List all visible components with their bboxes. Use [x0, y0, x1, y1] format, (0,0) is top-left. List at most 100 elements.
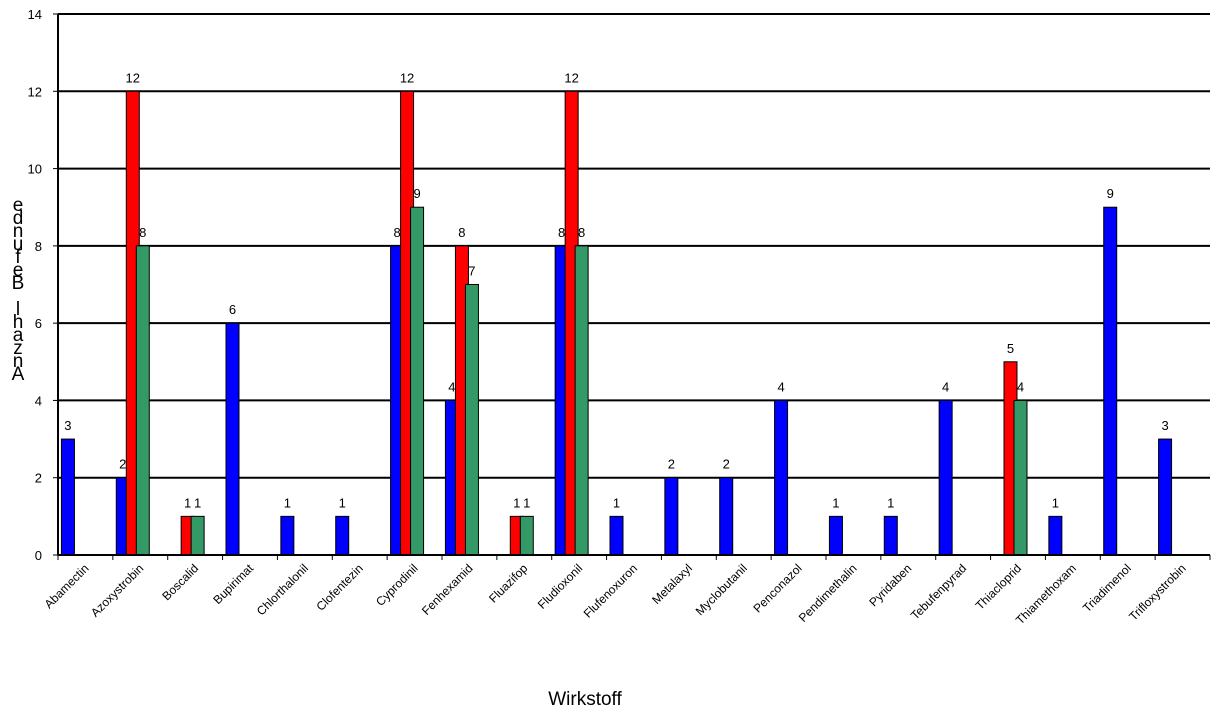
bar [410, 206, 425, 556]
grid-lines [58, 13, 1210, 479]
bar [519, 515, 534, 556]
category-label: Myclobutanil [693, 561, 750, 618]
y-tick-label: 8 [35, 239, 42, 254]
category-label: Fluazifop [486, 561, 531, 606]
bar [190, 515, 205, 556]
data-label: 1 [613, 495, 620, 510]
y-axis-title-glyph: u [13, 234, 24, 255]
y-axis-title-glyph: d [13, 208, 24, 229]
data-label: 9 [1107, 186, 1114, 201]
data-label: 9 [413, 186, 420, 201]
data-label: 3 [1161, 418, 1168, 433]
y-axis-title-glyph: B [12, 273, 25, 294]
bar [1013, 399, 1028, 556]
category-label: Pyridaben [866, 561, 914, 609]
category-label: Triadimenol [1080, 561, 1134, 615]
category-label: Trifloxystrobin [1126, 561, 1188, 623]
bar [280, 515, 295, 556]
y-axis-title-glyph: n [13, 221, 24, 242]
category-label: Azoxystrobin [88, 561, 146, 619]
y-tick-label: 4 [35, 393, 42, 408]
y-tick-label: 6 [35, 316, 42, 331]
data-label: 12 [126, 70, 140, 85]
data-label: 3 [64, 418, 71, 433]
bar [938, 399, 953, 556]
y-axis-title-glyph: A [12, 364, 25, 385]
y-tick-label: 0 [35, 548, 42, 563]
y-axis-title-glyph: l [16, 299, 20, 320]
y-axis-title-glyph: n [13, 351, 24, 372]
bar [1158, 438, 1173, 556]
data-label: 8 [393, 225, 400, 240]
category-label: Fludioxonil [535, 561, 585, 611]
data-label: 1 [339, 495, 346, 510]
data-label: 2 [723, 457, 730, 472]
data-label: 2 [119, 457, 126, 472]
data-label: 1 [523, 495, 530, 510]
data-label: 7 [468, 264, 475, 279]
category-label: Penconazol [750, 561, 804, 615]
data-label: 8 [139, 225, 146, 240]
data-label: 4 [942, 379, 949, 394]
data-label: 2 [668, 457, 675, 472]
x-axis-title: Wirkstoff [548, 689, 622, 710]
category-label: Boscalid [159, 561, 201, 603]
data-label: 1 [194, 495, 201, 510]
category-label: Flufenoxuron [581, 561, 640, 620]
category-label: Metalaxyl [649, 561, 695, 607]
data-label: 5 [1007, 341, 1014, 356]
category-label: Fenhexamid [419, 561, 476, 618]
y-axis-title-glyph: f [15, 247, 21, 268]
bar [828, 515, 843, 556]
data-label: 1 [513, 495, 520, 510]
bar [883, 515, 898, 556]
y-axis-title-glyph: z [13, 338, 23, 359]
data-label: 4 [448, 379, 455, 394]
category-label: Cyprodinil [373, 561, 421, 609]
data-label: 1 [832, 495, 839, 510]
bar [609, 515, 624, 556]
y-tick-label: 14 [28, 7, 42, 22]
data-label: 1 [1052, 495, 1059, 510]
category-label: Abamectin [42, 561, 92, 611]
y-axis-title-glyph: e [13, 260, 24, 281]
y-axis-title-glyph: a [13, 325, 24, 346]
bar [1048, 515, 1063, 556]
bar [60, 438, 75, 556]
category-label: Clofentezin [313, 561, 365, 613]
bar [574, 245, 589, 556]
data-label: 4 [1017, 379, 1024, 394]
y-axis-title-glyph: e [13, 195, 24, 216]
category-label: Tebufenpyrad [908, 561, 969, 622]
category-label: Chlorthalonil [254, 561, 311, 618]
bar [464, 284, 479, 556]
bar [774, 399, 789, 556]
data-label: 4 [777, 379, 784, 394]
data-label: 1 [284, 495, 291, 510]
y-tick-label: 10 [28, 162, 42, 177]
data-label: 12 [564, 70, 578, 85]
bars [60, 90, 1173, 556]
data-label: 1 [184, 495, 191, 510]
bar [335, 515, 350, 556]
data-label: 12 [400, 70, 414, 85]
data-label: 1 [887, 495, 894, 510]
y-tick-label: 2 [35, 471, 42, 486]
bar [135, 245, 150, 556]
y-tick-label: 12 [28, 84, 42, 99]
bar [225, 322, 240, 556]
bar [664, 477, 679, 556]
data-label: 6 [229, 302, 236, 317]
y-axis-title-glyph: h [13, 312, 24, 333]
category-label: Pendimethalin [796, 561, 860, 625]
category-label: Bupirimat [210, 561, 256, 607]
category-label: Thiacloprid [973, 561, 1024, 612]
data-label: 8 [458, 225, 465, 240]
bar [1103, 206, 1118, 556]
bar [719, 477, 734, 556]
data-label: 8 [558, 225, 565, 240]
axes [53, 13, 1211, 560]
data-label: 8 [578, 225, 585, 240]
